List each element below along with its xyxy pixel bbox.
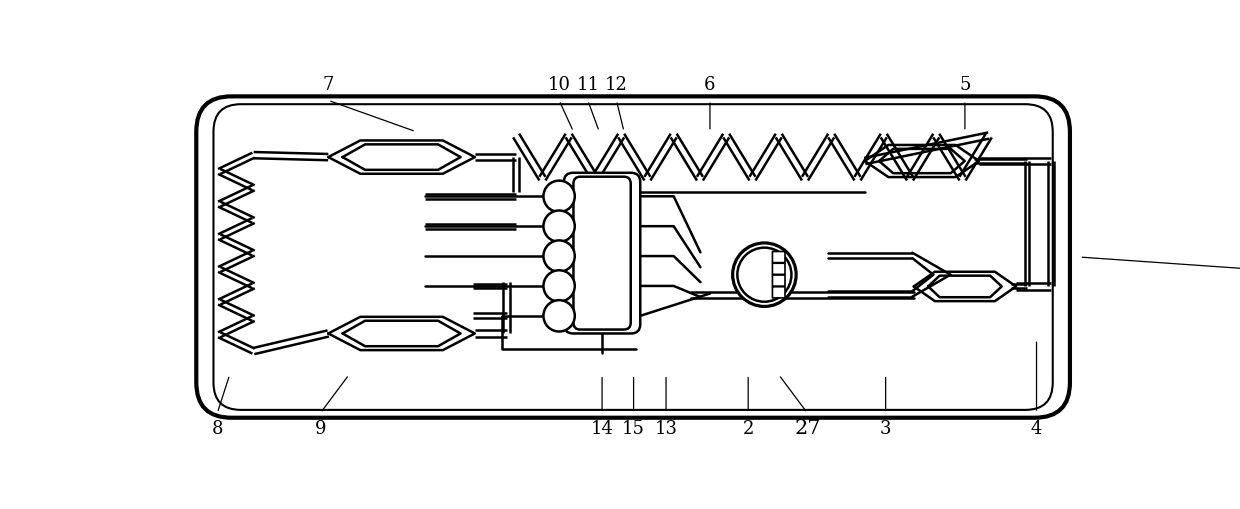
- Text: 13: 13: [655, 420, 677, 438]
- Circle shape: [543, 270, 575, 302]
- FancyBboxPatch shape: [773, 263, 785, 274]
- FancyBboxPatch shape: [196, 96, 1070, 418]
- FancyBboxPatch shape: [773, 275, 785, 286]
- Text: 27: 27: [794, 419, 821, 438]
- Text: 10: 10: [548, 76, 570, 94]
- Circle shape: [543, 181, 575, 212]
- Text: 11: 11: [577, 76, 599, 94]
- Circle shape: [543, 300, 575, 331]
- Circle shape: [543, 240, 575, 272]
- Text: 3: 3: [880, 420, 892, 438]
- Text: 8: 8: [212, 420, 223, 438]
- Text: 4: 4: [1030, 420, 1042, 438]
- FancyBboxPatch shape: [573, 177, 631, 329]
- FancyBboxPatch shape: [213, 104, 1053, 410]
- FancyBboxPatch shape: [773, 251, 785, 263]
- Text: 15: 15: [622, 420, 645, 438]
- Text: 5: 5: [960, 76, 971, 94]
- Text: 12: 12: [605, 76, 627, 94]
- Text: 6: 6: [704, 76, 715, 94]
- Circle shape: [543, 211, 575, 242]
- FancyBboxPatch shape: [773, 287, 785, 298]
- Text: 14: 14: [590, 420, 614, 438]
- Text: 9: 9: [315, 420, 326, 438]
- Circle shape: [738, 248, 791, 302]
- FancyBboxPatch shape: [564, 173, 640, 333]
- Text: 7: 7: [322, 76, 334, 94]
- Circle shape: [733, 243, 796, 306]
- Text: 2: 2: [743, 420, 754, 438]
